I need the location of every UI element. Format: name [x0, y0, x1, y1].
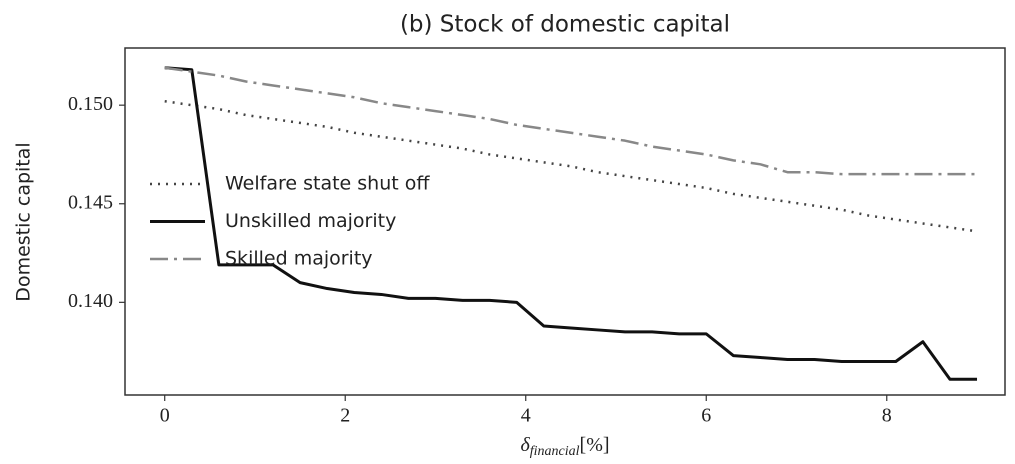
x-axis-label: δfinancial[%] [520, 434, 609, 460]
x-tick-label: 2 [340, 405, 350, 427]
y-tick-label: 0.145 [68, 191, 113, 213]
legend-label: Unskilled majority [225, 210, 396, 232]
y-axis-label: Domestic capital [13, 142, 35, 301]
x-tick-label: 0 [160, 405, 170, 427]
series-line [164, 66, 978, 381]
y-tick-label: 0.150 [68, 93, 113, 115]
plot-frame [124, 47, 1006, 396]
x-label-suffix: [%] [580, 434, 610, 456]
x-tick-label: 6 [701, 405, 711, 427]
legend-label: Skilled majority [225, 248, 373, 270]
legend-label: Welfare state shut off [225, 173, 430, 195]
series-line [164, 66, 978, 176]
x-tick-label: 8 [882, 405, 892, 427]
y-tick-label: 0.140 [68, 290, 113, 312]
x-tick-label: 4 [521, 405, 531, 427]
x-label-symbol: δ [520, 434, 530, 456]
x-label-subscript: financial [530, 444, 580, 459]
chart-title: (b) Stock of domestic capital [400, 12, 730, 38]
series-line [164, 99, 978, 233]
